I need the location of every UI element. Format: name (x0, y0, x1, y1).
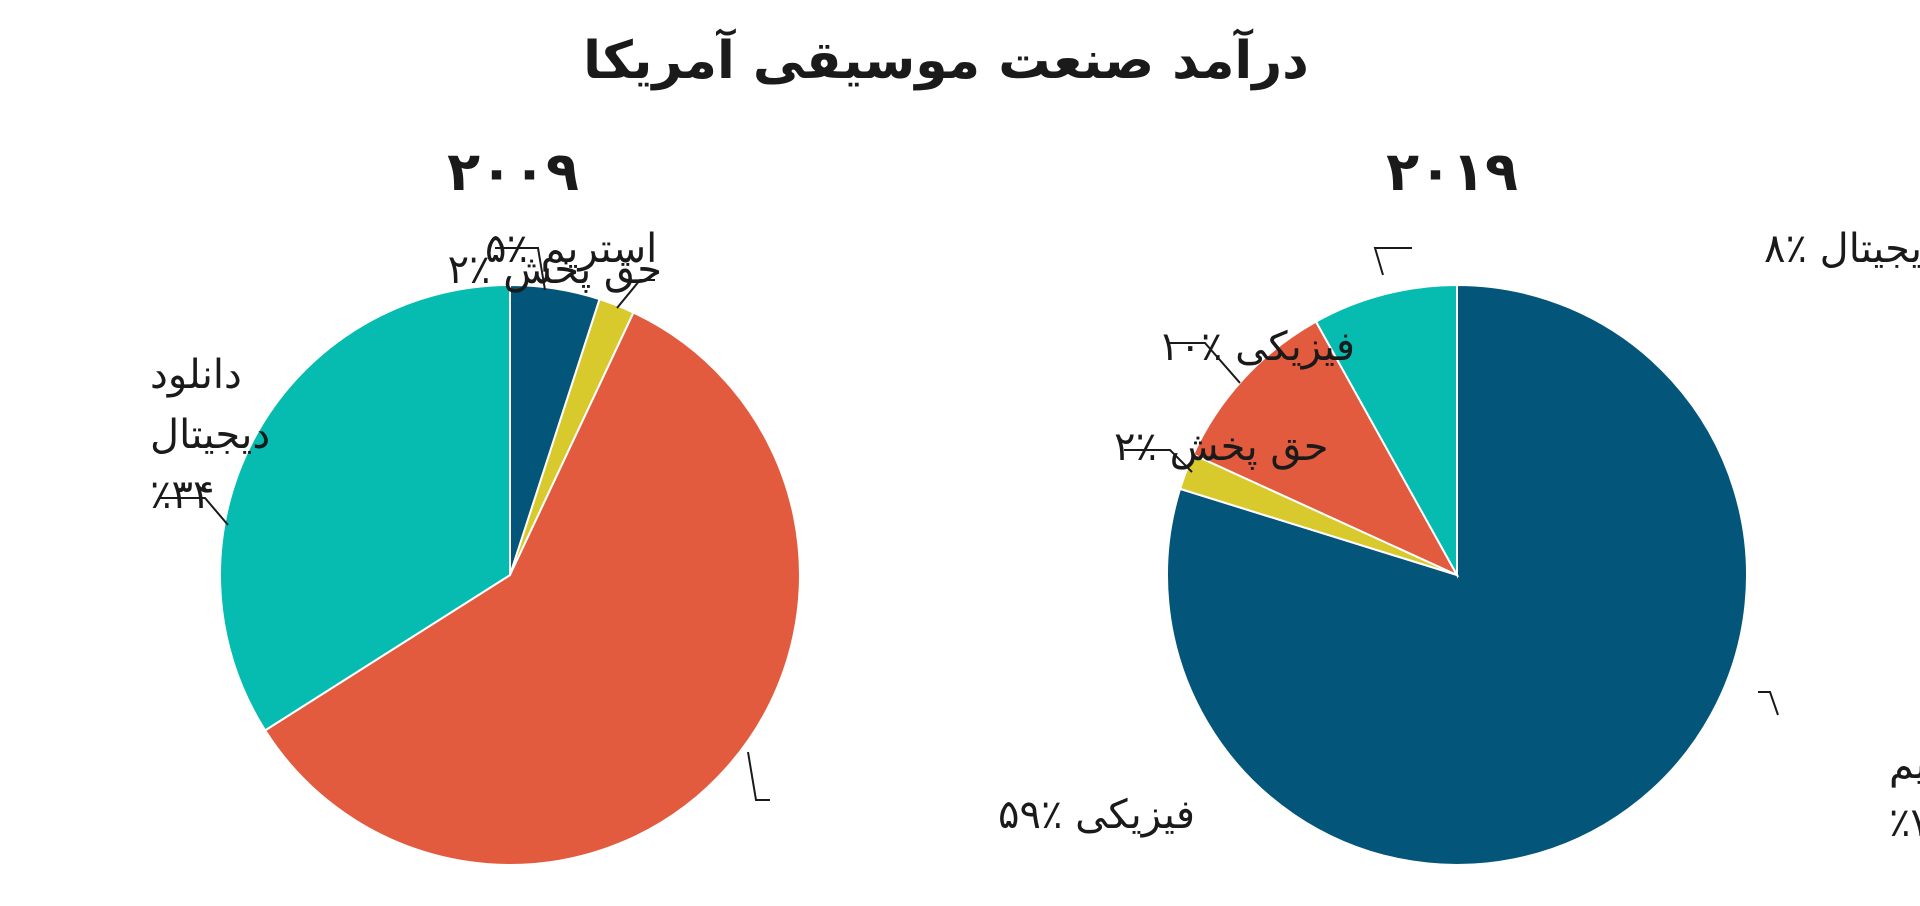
leader-line-digital_download (1373, 247, 1412, 276)
pie-slice-digital_download (1314, 283, 1458, 579)
slice-label-streaming: استریم ٪۵ (485, 226, 657, 272)
chart-title: درآمد صنعت موسیقی آمریکا (583, 28, 1309, 91)
pie-title: ۲۰۱۹ (1386, 140, 1518, 203)
leader-line-streaming (495, 247, 546, 291)
slice-label-broadcast_rights: حق پخش ٪۲ (1114, 424, 1328, 470)
slice-label-streaming: استریم٪۷۹ (1889, 742, 1920, 846)
slice-label-physical: فیزیکی ٪۵۹ (998, 792, 1195, 838)
leader-line-digital_download (160, 497, 229, 526)
pie-slice-streaming (1166, 283, 1748, 866)
leader-line-physical (1168, 342, 1241, 384)
slice-label-broadcast_rights: حق پخش ٪۲ (448, 247, 662, 293)
pie-slice-physical (1191, 320, 1460, 578)
leader-line-broadcast_rights (616, 279, 655, 309)
slice-label-physical: فیزیکی ٪۱۰ (1158, 324, 1355, 370)
slice-label-digital_download: دانلود دیجیتال ٪۸ (1764, 226, 1920, 272)
pie-slice-digital_download (219, 283, 511, 732)
leader-line-broadcast_rights (1124, 449, 1193, 473)
pie-chart-2019: ۲۰۱۹ استریم٪۷۹ حق پخش ٪۲ فیزیکی ٪۱۰ دانلود د… (1114, 140, 1920, 866)
leader-line-streaming (1758, 691, 1779, 716)
pie-slice-physical (263, 311, 801, 866)
slice-label-digital_download: دانلود دیجیتال ٪۳۴ (150, 352, 270, 518)
pie-chart-2009: ۲۰۰۹ استریم ٪۵حق پخش ٪۲ فیزیکی ٪۵۹ دانلود دی… (150, 140, 1195, 866)
leader-line-physical (747, 751, 770, 801)
pie-title: ۲۰۰۹ (447, 140, 579, 203)
